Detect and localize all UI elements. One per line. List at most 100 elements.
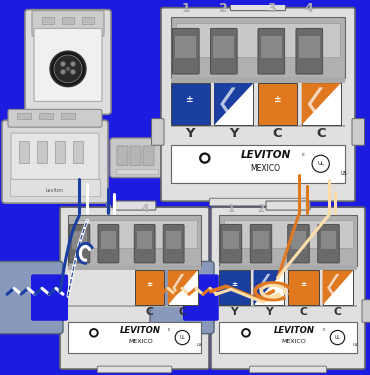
Polygon shape bbox=[307, 87, 323, 121]
FancyBboxPatch shape bbox=[352, 118, 364, 145]
Bar bbox=[68, 215, 201, 266]
Text: LEVITON: LEVITON bbox=[240, 150, 291, 160]
FancyBboxPatch shape bbox=[220, 225, 242, 263]
FancyBboxPatch shape bbox=[249, 366, 326, 373]
Polygon shape bbox=[214, 83, 253, 125]
Text: 3: 3 bbox=[105, 204, 112, 214]
FancyBboxPatch shape bbox=[172, 28, 199, 74]
FancyBboxPatch shape bbox=[150, 261, 214, 334]
Circle shape bbox=[71, 69, 75, 74]
Polygon shape bbox=[253, 270, 284, 305]
Bar bbox=[223, 231, 239, 249]
Bar bbox=[135, 270, 164, 305]
Bar bbox=[137, 231, 152, 249]
Bar bbox=[73, 141, 83, 163]
Circle shape bbox=[201, 154, 208, 162]
Text: C: C bbox=[273, 127, 282, 140]
FancyBboxPatch shape bbox=[0, 261, 63, 334]
FancyBboxPatch shape bbox=[161, 8, 355, 201]
Polygon shape bbox=[172, 274, 184, 302]
Text: c: c bbox=[168, 327, 171, 332]
FancyBboxPatch shape bbox=[318, 225, 339, 263]
Text: ±: ± bbox=[300, 280, 306, 286]
Circle shape bbox=[66, 67, 70, 71]
Bar bbox=[258, 83, 297, 125]
Text: US: US bbox=[197, 344, 202, 348]
FancyBboxPatch shape bbox=[231, 0, 286, 10]
Bar bbox=[72, 220, 197, 248]
Text: 1: 1 bbox=[228, 204, 235, 214]
FancyBboxPatch shape bbox=[183, 274, 219, 321]
Text: MEXICO: MEXICO bbox=[128, 339, 153, 344]
Text: ±: ± bbox=[186, 94, 194, 104]
FancyBboxPatch shape bbox=[110, 138, 164, 177]
Text: Leviton: Leviton bbox=[46, 188, 64, 193]
Bar bbox=[288, 270, 319, 305]
Text: MEXICO: MEXICO bbox=[250, 164, 280, 173]
Bar bbox=[323, 270, 353, 305]
Bar bbox=[171, 17, 346, 78]
FancyBboxPatch shape bbox=[60, 207, 209, 369]
Bar bbox=[166, 231, 181, 249]
FancyBboxPatch shape bbox=[98, 225, 119, 263]
Bar bbox=[302, 83, 341, 125]
FancyBboxPatch shape bbox=[209, 198, 306, 206]
FancyBboxPatch shape bbox=[31, 274, 68, 321]
Polygon shape bbox=[323, 270, 353, 305]
Polygon shape bbox=[258, 274, 270, 302]
Polygon shape bbox=[168, 270, 198, 305]
Text: ±: ± bbox=[274, 94, 281, 104]
Bar bbox=[168, 270, 198, 305]
Bar bbox=[219, 322, 357, 353]
Text: c: c bbox=[302, 152, 305, 157]
Bar bbox=[171, 78, 346, 82]
Circle shape bbox=[243, 330, 249, 336]
Bar bbox=[299, 36, 320, 58]
Bar bbox=[37, 141, 47, 163]
FancyBboxPatch shape bbox=[11, 133, 99, 179]
Bar bbox=[68, 322, 201, 353]
FancyBboxPatch shape bbox=[2, 120, 108, 203]
Bar bbox=[19, 141, 29, 163]
Text: UL: UL bbox=[179, 335, 185, 340]
Bar bbox=[223, 220, 353, 248]
FancyBboxPatch shape bbox=[258, 28, 285, 74]
Text: 2: 2 bbox=[219, 2, 228, 15]
Circle shape bbox=[199, 152, 211, 164]
FancyBboxPatch shape bbox=[152, 118, 164, 145]
Bar bbox=[116, 169, 158, 174]
Text: Y: Y bbox=[231, 307, 238, 317]
Text: US: US bbox=[340, 171, 347, 176]
FancyBboxPatch shape bbox=[163, 225, 184, 263]
FancyBboxPatch shape bbox=[266, 201, 310, 210]
Bar bbox=[82, 16, 94, 24]
Text: US: US bbox=[353, 344, 358, 348]
Text: C: C bbox=[179, 307, 186, 317]
Bar bbox=[219, 266, 357, 270]
FancyBboxPatch shape bbox=[211, 28, 237, 74]
Bar bbox=[72, 231, 87, 249]
Bar bbox=[55, 141, 65, 163]
Circle shape bbox=[241, 328, 251, 338]
Bar bbox=[253, 231, 269, 249]
Bar bbox=[62, 16, 74, 24]
Text: 3: 3 bbox=[267, 2, 276, 15]
Text: C: C bbox=[145, 307, 153, 317]
Bar bbox=[17, 113, 31, 119]
FancyBboxPatch shape bbox=[250, 225, 272, 263]
Circle shape bbox=[61, 69, 65, 74]
Text: C: C bbox=[334, 307, 342, 317]
Circle shape bbox=[71, 62, 75, 66]
FancyBboxPatch shape bbox=[69, 225, 90, 263]
Text: LEVITON: LEVITON bbox=[273, 326, 314, 335]
FancyBboxPatch shape bbox=[32, 10, 104, 36]
FancyBboxPatch shape bbox=[134, 225, 155, 263]
FancyBboxPatch shape bbox=[206, 300, 216, 322]
Bar bbox=[291, 231, 306, 249]
FancyBboxPatch shape bbox=[34, 28, 102, 102]
Text: C: C bbox=[316, 127, 326, 140]
FancyBboxPatch shape bbox=[296, 28, 323, 74]
Text: UL: UL bbox=[317, 161, 324, 166]
Bar bbox=[68, 266, 201, 270]
FancyBboxPatch shape bbox=[8, 110, 102, 127]
